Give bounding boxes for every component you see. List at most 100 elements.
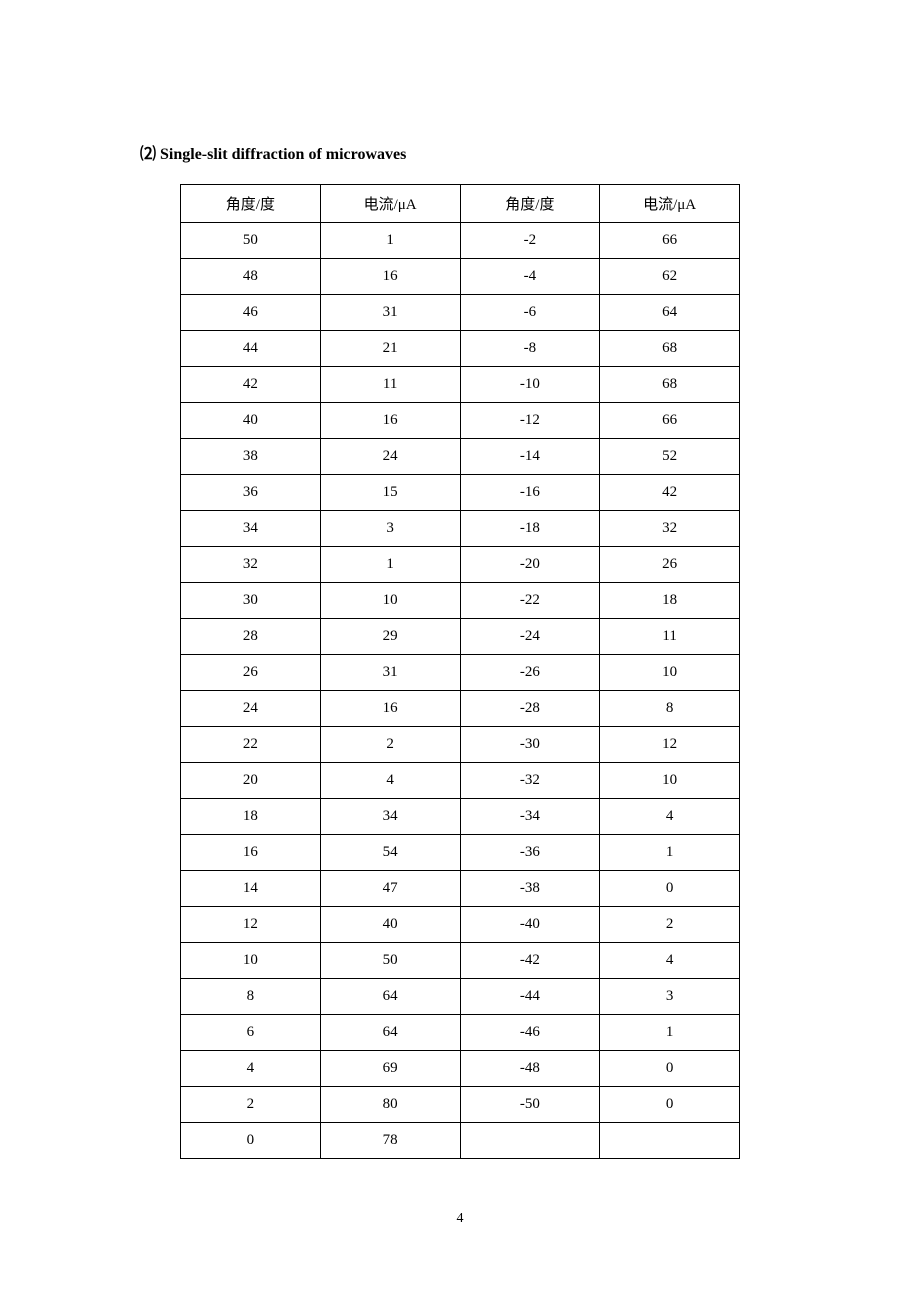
table-cell: 66 — [600, 223, 740, 259]
table-cell: 50 — [181, 223, 321, 259]
table-cell: 64 — [600, 295, 740, 331]
table-cell: 16 — [320, 691, 460, 727]
table-cell — [460, 1123, 600, 1159]
table-cell: 10 — [181, 943, 321, 979]
table-cell: 1 — [320, 223, 460, 259]
section-title: ⑵ Single-slit diffraction of microwaves — [140, 140, 780, 164]
table-cell: 2 — [600, 907, 740, 943]
table-cell: 28 — [181, 619, 321, 655]
table-row: 321-2026 — [181, 547, 740, 583]
table-cell: -34 — [460, 799, 600, 835]
table-cell: 1 — [600, 1015, 740, 1051]
table-row: 4631-664 — [181, 295, 740, 331]
table-cell: 0 — [600, 871, 740, 907]
table-cell: -14 — [460, 439, 600, 475]
table-cell: 0 — [181, 1123, 321, 1159]
table-cell: -40 — [460, 907, 600, 943]
table-row: 1834-344 — [181, 799, 740, 835]
table-cell: 24 — [181, 691, 321, 727]
table-cell: 12 — [181, 907, 321, 943]
table-cell: 8 — [181, 979, 321, 1015]
table-cell: 64 — [320, 1015, 460, 1051]
table-cell: 1 — [600, 835, 740, 871]
table-cell: -20 — [460, 547, 600, 583]
diffraction-table: 角度/度电流/μA角度/度电流/μA 501-2664816-4624631-6… — [180, 184, 740, 1159]
table-cell: 68 — [600, 367, 740, 403]
table-cell: 42 — [600, 475, 740, 511]
table-cell: 29 — [320, 619, 460, 655]
table-row: 1050-424 — [181, 943, 740, 979]
table-cell: 0 — [600, 1051, 740, 1087]
table-row: 2829-2411 — [181, 619, 740, 655]
table-cell: -32 — [460, 763, 600, 799]
page-number: 4 — [0, 1211, 920, 1227]
table-header-cell: 角度/度 — [181, 185, 321, 223]
table-cell: 2 — [320, 727, 460, 763]
table-cell: -2 — [460, 223, 600, 259]
table-cell: 64 — [320, 979, 460, 1015]
table-cell: -26 — [460, 655, 600, 691]
table-cell: -6 — [460, 295, 600, 331]
table-cell: -48 — [460, 1051, 600, 1087]
table-row: 4016-1266 — [181, 403, 740, 439]
table-cell: 1 — [320, 547, 460, 583]
table-cell: 47 — [320, 871, 460, 907]
table-row: 2631-2610 — [181, 655, 740, 691]
table-cell: -44 — [460, 979, 600, 1015]
table-cell: 18 — [181, 799, 321, 835]
table-row: 1447-380 — [181, 871, 740, 907]
table-row: 4816-462 — [181, 259, 740, 295]
table-header-cell: 电流/μA — [600, 185, 740, 223]
table-cell: 12 — [600, 727, 740, 763]
table-cell: 32 — [600, 511, 740, 547]
table-cell: 11 — [320, 367, 460, 403]
table-row: 204-3210 — [181, 763, 740, 799]
table-cell: 24 — [320, 439, 460, 475]
table-cell: 10 — [600, 655, 740, 691]
table-cell: 40 — [320, 907, 460, 943]
table-row: 3824-1452 — [181, 439, 740, 475]
table-cell: 34 — [181, 511, 321, 547]
table-cell: 42 — [181, 367, 321, 403]
table-cell: 40 — [181, 403, 321, 439]
table-cell: 15 — [320, 475, 460, 511]
table-cell: 3 — [600, 979, 740, 1015]
table-cell: -46 — [460, 1015, 600, 1051]
table-cell: 21 — [320, 331, 460, 367]
table-row: 864-443 — [181, 979, 740, 1015]
table-cell: 44 — [181, 331, 321, 367]
table-cell: 31 — [320, 295, 460, 331]
table-cell: 80 — [320, 1087, 460, 1123]
table-cell: 32 — [181, 547, 321, 583]
table-cell: 48 — [181, 259, 321, 295]
table-cell: 18 — [600, 583, 740, 619]
table-cell: 78 — [320, 1123, 460, 1159]
table-body: 501-2664816-4624631-6644421-8684211-1068… — [181, 223, 740, 1159]
table-cell: 22 — [181, 727, 321, 763]
table-cell: 38 — [181, 439, 321, 475]
table-cell: 14 — [181, 871, 321, 907]
table-row: 4421-868 — [181, 331, 740, 367]
table-row: 664-461 — [181, 1015, 740, 1051]
table-cell: 26 — [600, 547, 740, 583]
table-cell: -42 — [460, 943, 600, 979]
table-cell: -10 — [460, 367, 600, 403]
table-cell: 52 — [600, 439, 740, 475]
table-row: 280-500 — [181, 1087, 740, 1123]
table-cell: 16 — [320, 403, 460, 439]
table-cell: 30 — [181, 583, 321, 619]
table-cell: 3 — [320, 511, 460, 547]
table-cell: 11 — [600, 619, 740, 655]
table-cell: 4 — [181, 1051, 321, 1087]
table-row: 4211-1068 — [181, 367, 740, 403]
table-cell: 54 — [320, 835, 460, 871]
table-cell: -16 — [460, 475, 600, 511]
table-cell: 2 — [181, 1087, 321, 1123]
table-header-cell: 电流/μA — [320, 185, 460, 223]
table-header-cell: 角度/度 — [460, 185, 600, 223]
table-cell: 4 — [320, 763, 460, 799]
table-cell: 66 — [600, 403, 740, 439]
table-cell: -24 — [460, 619, 600, 655]
table-row: 3615-1642 — [181, 475, 740, 511]
table-row: 1654-361 — [181, 835, 740, 871]
